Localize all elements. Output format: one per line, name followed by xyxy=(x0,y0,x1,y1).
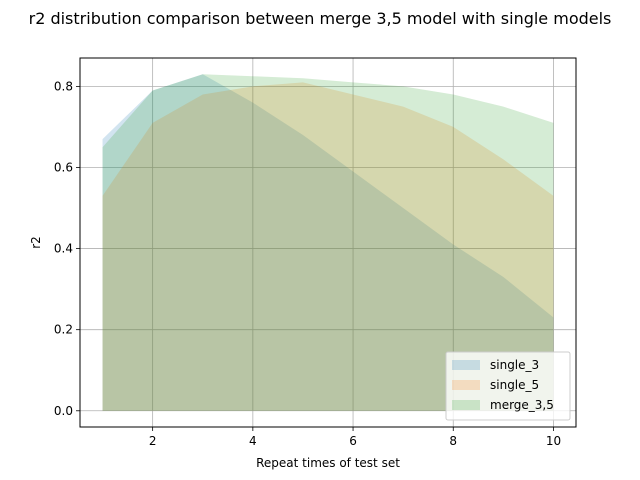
area-single-5 xyxy=(102,82,554,411)
axis-ticks: 2 4 6 8 10 0.0 0.2 0.4 0.6 0.8 xyxy=(54,79,561,448)
x-tick-label: 2 xyxy=(149,434,157,448)
legend-label: merge_3,5 xyxy=(490,398,554,412)
legend-swatch xyxy=(452,360,480,370)
plot-frame xyxy=(79,57,577,428)
y-tick-label: 0.4 xyxy=(54,242,73,256)
chart-title: r2 distribution comparison between merge… xyxy=(29,9,612,28)
legend-swatch xyxy=(452,400,480,410)
legend-label: single_5 xyxy=(490,378,539,392)
y-axis-label: r2 xyxy=(29,236,43,249)
x-tick-label: 4 xyxy=(249,434,257,448)
grid xyxy=(80,58,576,427)
legend-swatch xyxy=(452,380,480,390)
legend-box xyxy=(445,351,571,421)
y-tick-label: 0.6 xyxy=(54,160,73,174)
x-tick-label: 10 xyxy=(546,434,561,448)
plot-areas xyxy=(102,74,554,411)
x-tick-label: 6 xyxy=(349,434,357,448)
area-single-3 xyxy=(102,74,554,411)
x-tick-label: 8 xyxy=(449,434,457,448)
y-tick-label: 0.2 xyxy=(54,323,73,337)
legend-label: single_3 xyxy=(490,358,539,372)
x-axis-label: Repeat times of test set xyxy=(256,456,400,470)
y-tick-label: 0.0 xyxy=(54,404,73,418)
area-merge-3-5 xyxy=(102,74,554,411)
legend: single_3 single_5 merge_3,5 xyxy=(445,351,571,421)
y-tick-label: 0.8 xyxy=(54,79,73,93)
